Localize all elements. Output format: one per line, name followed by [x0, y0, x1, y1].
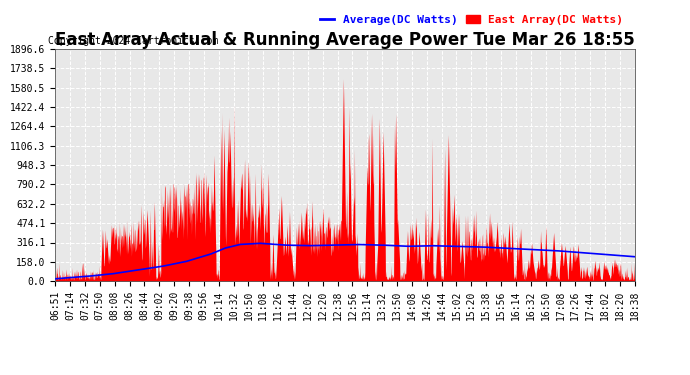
Legend: Average(DC Watts), East Array(DC Watts): Average(DC Watts), East Array(DC Watts)	[320, 15, 624, 25]
Title: East Array Actual & Running Average Power Tue Mar 26 18:55: East Array Actual & Running Average Powe…	[55, 31, 635, 49]
Text: Copyright 2024 Cartronics.com: Copyright 2024 Cartronics.com	[48, 36, 219, 46]
